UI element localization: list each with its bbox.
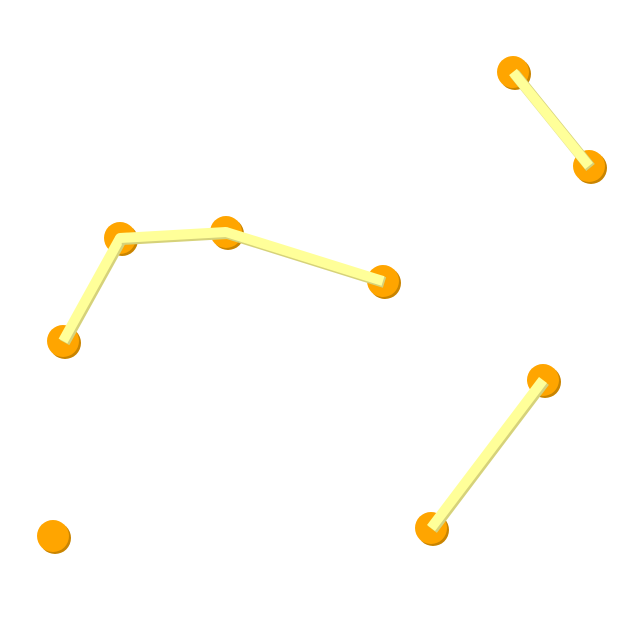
edge-joint: [221, 227, 231, 237]
edge-n4-n5: [119, 227, 228, 245]
edge-n1-n2: [509, 68, 595, 171]
edge-line: [58, 235, 125, 344]
edge-line: [509, 68, 593, 170]
edge-line: [119, 227, 227, 243]
edge-n5-n6: [224, 227, 387, 288]
node-circle: [37, 520, 69, 552]
edge-n3-n4: [58, 235, 127, 346]
edge-joint: [115, 233, 125, 243]
edge-line: [224, 227, 385, 286]
edge-line: [427, 376, 547, 532]
node-n9: [37, 520, 71, 554]
edges-overlay: [58, 68, 595, 533]
nodes-layer: [37, 56, 607, 554]
edge-n7-n8: [427, 376, 549, 533]
